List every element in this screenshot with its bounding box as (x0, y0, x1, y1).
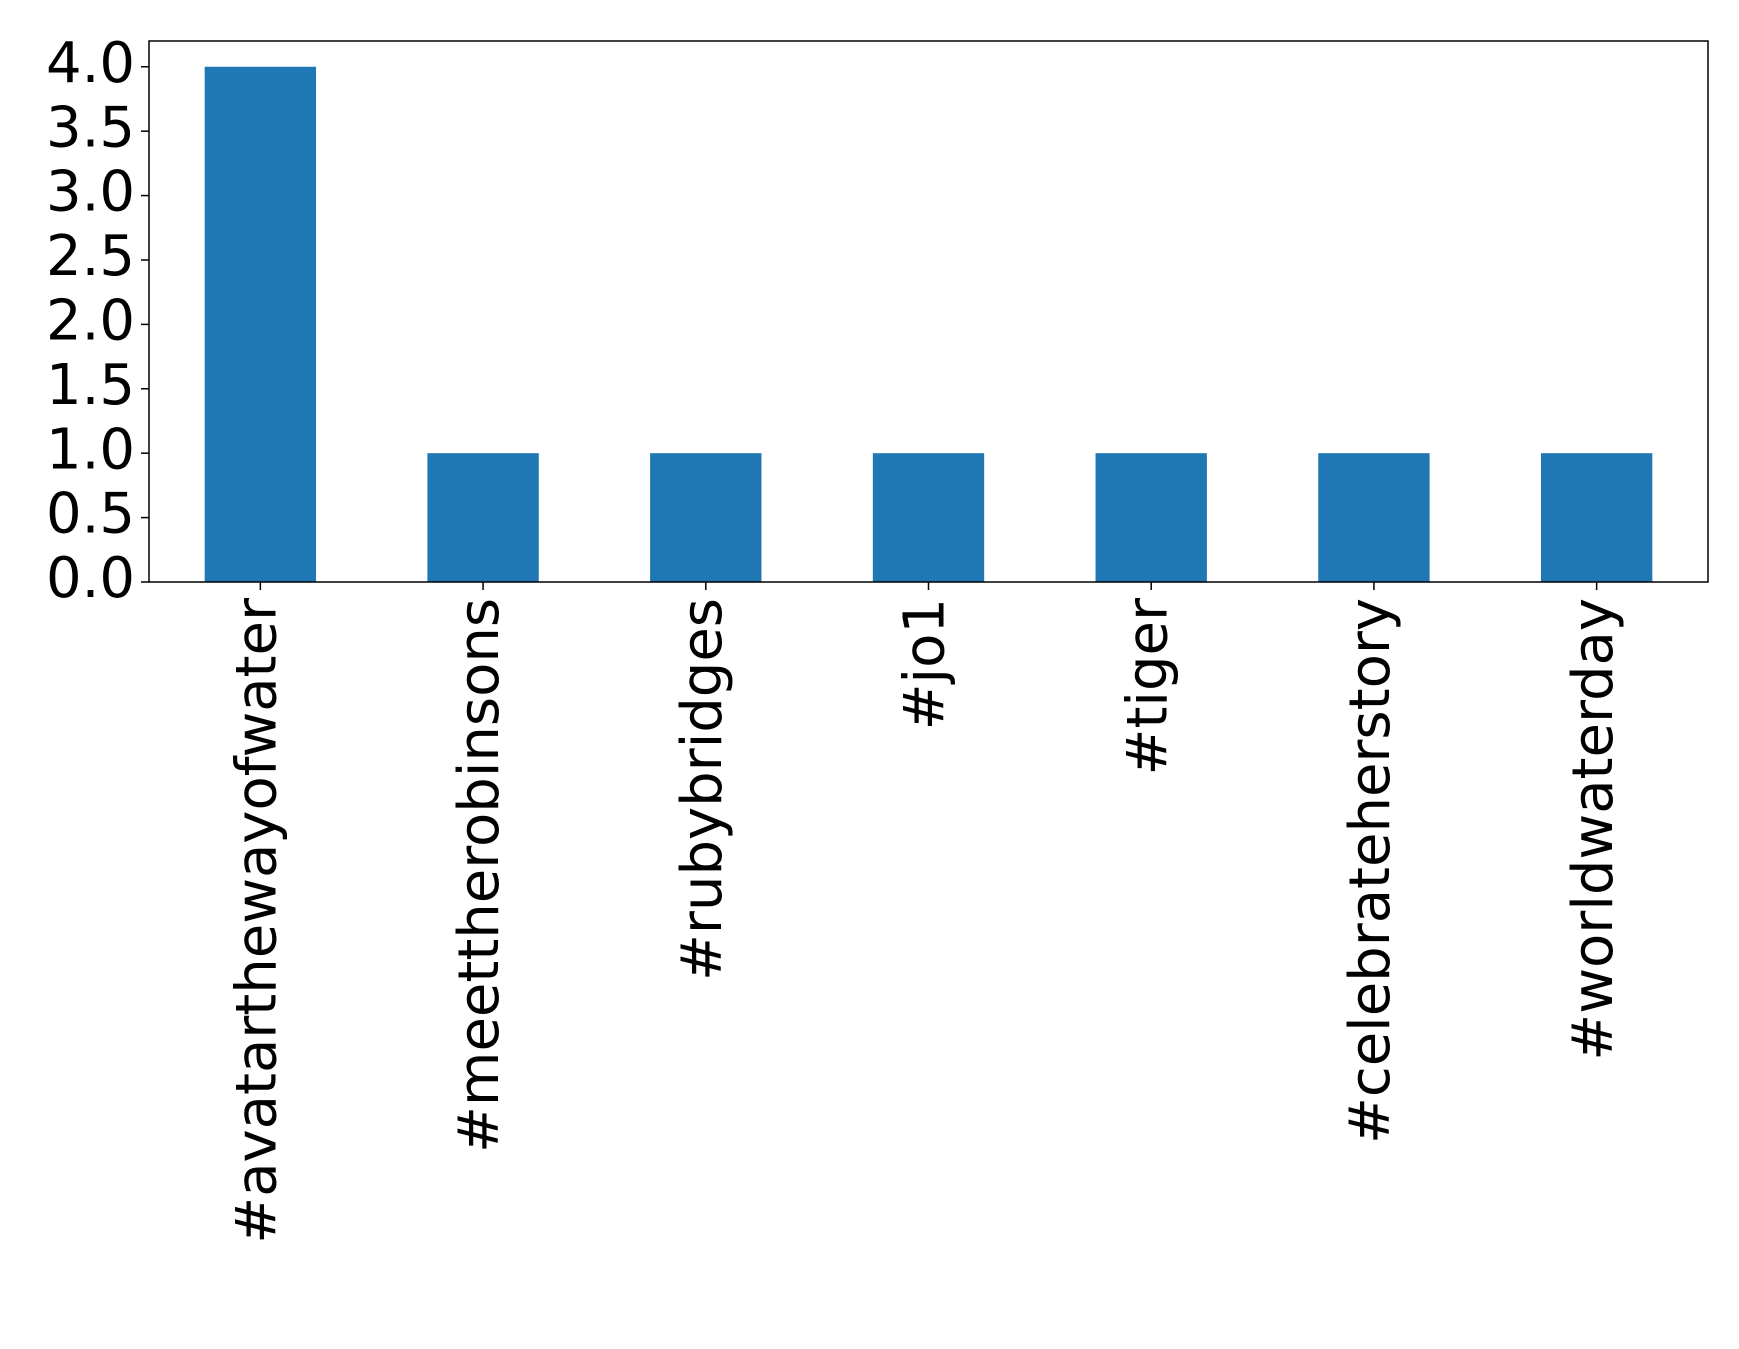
x-tick-label: #worldwaterday (1561, 598, 1626, 1061)
bar (872, 453, 985, 582)
y-tick-label: 0.5 (46, 482, 135, 547)
plot-frame (148, 40, 1709, 583)
y-tick-label: 3.5 (46, 95, 135, 160)
x-tick-label: #rubybridges (670, 598, 735, 981)
bar (650, 453, 762, 582)
bar (1540, 453, 1653, 582)
y-tick-label: 4.0 (46, 31, 135, 96)
x-tick-label: #celebrateherstory (1338, 598, 1403, 1144)
x-tick-label: #meettherobinsons (447, 598, 512, 1153)
bar (427, 453, 539, 582)
y-tick-label: 3.0 (46, 160, 135, 225)
y-tick-label: 2.5 (46, 224, 135, 289)
y-tick-label: 1.5 (46, 353, 135, 418)
x-tick-label: #avatarthewayofwater (224, 597, 289, 1244)
bar (1318, 453, 1430, 582)
y-tick-label: 2.0 (46, 289, 135, 354)
y-tick-label: 1.0 (46, 417, 135, 482)
y-tick-label: 0.0 (46, 546, 135, 611)
x-tick-label: #jo1 (893, 598, 958, 730)
bar (1095, 453, 1207, 582)
bar (204, 66, 317, 582)
x-tick-label: #tiger (1115, 597, 1180, 775)
